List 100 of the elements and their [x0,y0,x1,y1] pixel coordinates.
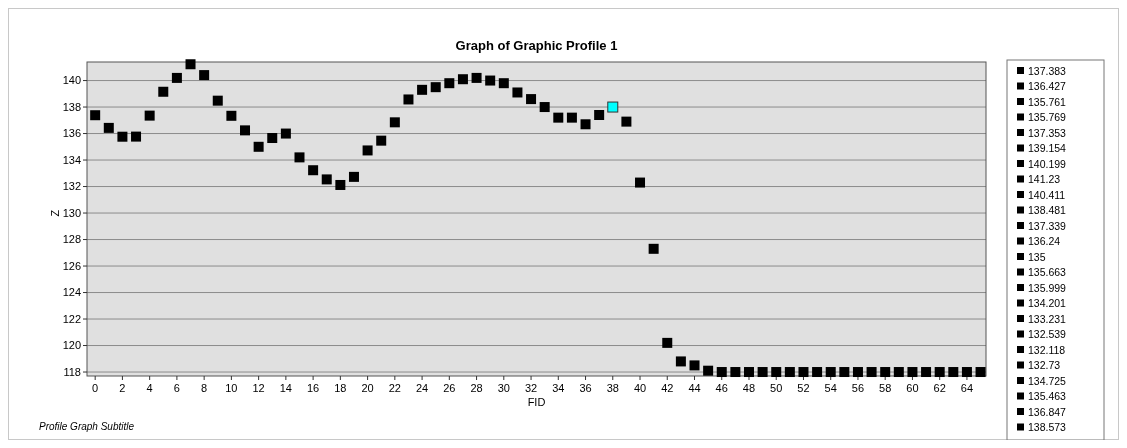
point [580,119,591,130]
legend-label: 135 [1028,250,1046,263]
x-tick-label: 24 [415,382,429,394]
point [921,367,932,378]
x-tick-label: 48 [742,382,756,394]
legend-label: 136.427 [1028,80,1067,93]
point [948,367,959,378]
point [975,367,986,378]
point [403,94,414,105]
point [812,367,823,378]
point [444,78,455,89]
point [144,110,155,121]
legend-label: 132.118 [1028,343,1066,356]
point [825,367,836,378]
point [539,102,550,113]
x-tick-label: 60 [906,382,919,394]
point [635,177,646,188]
point [240,125,251,136]
x-tick-label: 22 [388,382,401,394]
x-tick-label: 58 [879,382,892,394]
x-tick-label: 38 [606,382,619,394]
point [280,128,291,139]
point [839,367,850,378]
x-tick-label: 40 [633,382,647,394]
point [662,337,673,348]
point [226,110,237,121]
x-tick-label: 10 [225,382,238,394]
point [907,367,918,378]
point [267,133,278,144]
legend-label: 135.769 [1028,111,1067,124]
legend-label: 136.847 [1028,405,1067,418]
point [348,171,359,182]
x-tick-label: 28 [470,382,483,394]
x-tick-label: 36 [579,382,592,394]
y-tick-label: 128 [62,233,81,246]
x-tick-label: 50 [770,382,783,394]
point [362,145,373,156]
point [335,179,346,190]
point [171,72,182,83]
x-axis-title: FID [527,396,546,408]
y-tick-label: 134 [62,153,81,166]
point [784,367,795,378]
point [703,365,714,376]
legend-label: 140.199 [1028,157,1067,170]
x-tick-label: 56 [851,382,865,394]
x-tick-label: 52 [797,382,810,394]
point [730,367,741,378]
point [526,94,537,105]
point [471,72,482,83]
point [621,116,632,127]
x-tick-label: 34 [552,382,565,394]
legend-label: 135.663 [1028,266,1067,279]
y-tick-label: 124 [62,286,81,299]
legend-label: 132.73 [1028,359,1061,372]
x-tick-label: 44 [688,382,701,394]
y-tick-label: 118 [63,365,81,378]
point [417,84,428,95]
point [607,101,619,113]
x-tick-label: 12 [252,382,265,394]
point [158,86,169,97]
x-tick-label: 20 [361,382,374,394]
legend-label: 135.999 [1028,281,1067,294]
x-tick-label: 8 [201,382,208,394]
x-tick-label: 64 [960,382,974,394]
point [757,367,768,378]
point [430,82,441,93]
point [648,243,659,254]
y-tick-label: 136 [62,127,81,140]
legend-label: 134.201 [1028,297,1067,310]
point [185,59,196,70]
point [716,367,727,378]
legend-label: 137.383 [1028,64,1067,77]
point [253,141,264,152]
x-tick-label: 6 [173,382,180,394]
point [866,367,877,378]
point [131,131,142,142]
y-tick-label: 126 [62,259,81,272]
y-tick-label: 122 [62,312,81,325]
legend-label: 132.539 [1028,328,1067,341]
x-tick-label: 30 [497,382,510,394]
legend-label: 137.353 [1028,126,1067,139]
legend-label: 138.481 [1028,204,1067,217]
legend-label: 135.463 [1028,390,1067,403]
legend-label: 137.339 [1028,219,1067,232]
text: Profile Graph Subtitle [39,421,135,432]
y-tick-label: 140 [62,74,81,87]
point [103,122,114,133]
point [199,70,210,81]
point [934,367,945,378]
y-tick-label: 138 [62,100,81,113]
legend-label: 141.23 [1028,173,1061,186]
x-tick-label: 42 [661,382,674,394]
x-tick-label: 26 [443,382,456,394]
x-tick-label: 0 [92,382,99,394]
point [117,131,128,142]
point [457,74,468,85]
point [880,367,891,378]
y-tick-label: 132 [62,180,81,193]
legend-label: 136.24 [1028,235,1061,248]
x-tick-label: 16 [306,382,320,394]
